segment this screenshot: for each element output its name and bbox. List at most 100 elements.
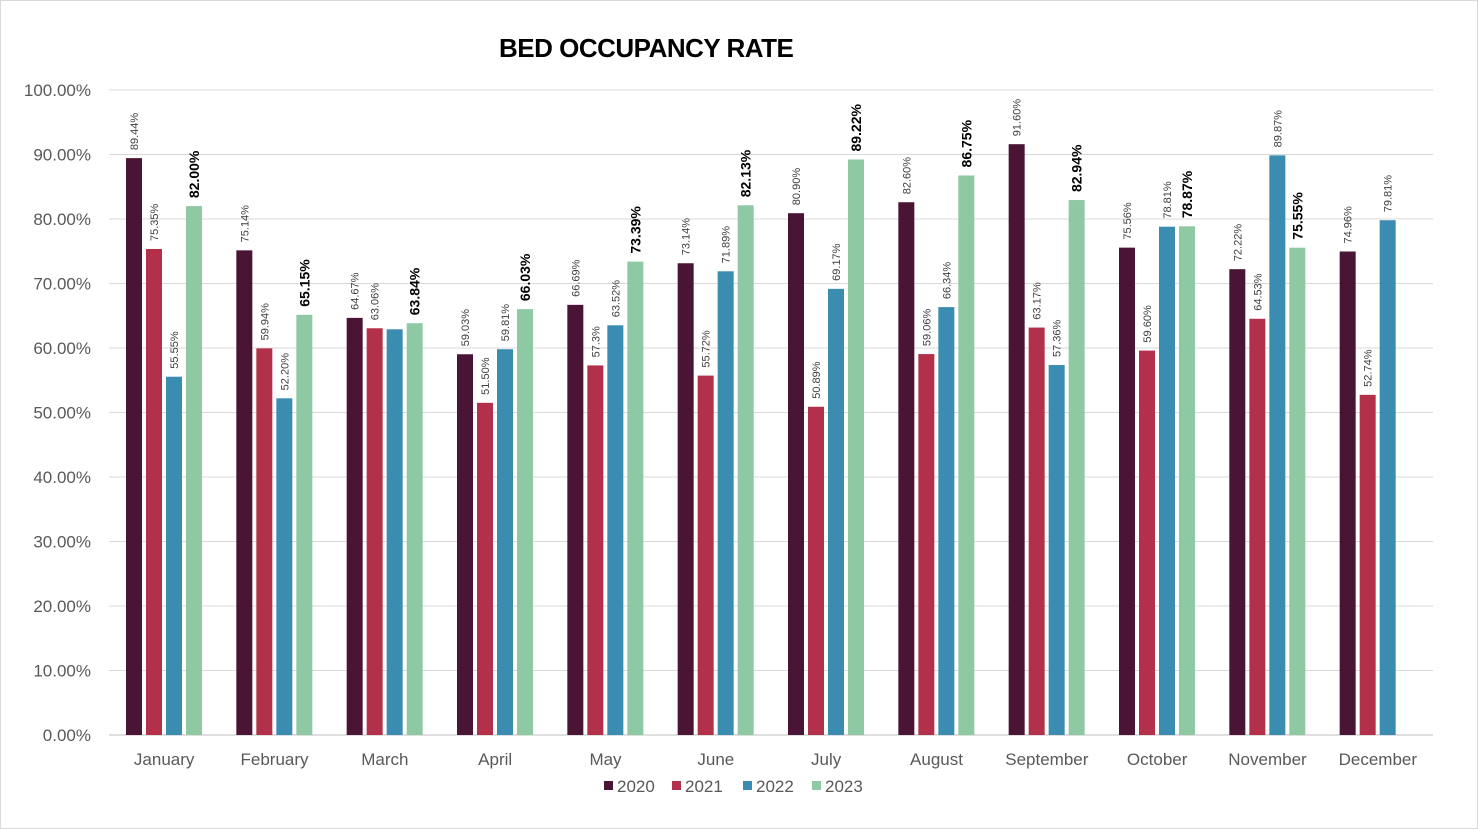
bar-2020-january — [126, 158, 142, 735]
bar-2023-october — [1179, 226, 1195, 735]
bar-2021-october — [1139, 350, 1155, 735]
data-label: 69.17% — [831, 243, 843, 281]
data-label: 55.72% — [701, 330, 713, 368]
bar-2020-february — [236, 250, 253, 736]
data-label: 82.00% — [186, 150, 202, 198]
bar-2020-april — [457, 354, 473, 735]
bar-2022-january — [166, 376, 182, 735]
bar-2021-january — [146, 248, 162, 735]
data-label: 63.17% — [1032, 282, 1044, 320]
data-label: 73.14% — [681, 218, 693, 256]
bar-2022-september — [1048, 365, 1065, 735]
data-label: 64.67% — [350, 272, 362, 310]
bar-2023-april — [517, 309, 533, 735]
x-tick-label: September — [1005, 750, 1088, 769]
data-label: 75.14% — [239, 205, 251, 243]
data-label: 63.06% — [370, 283, 382, 321]
bar-2020-august — [898, 202, 915, 736]
x-tick-label: April — [478, 750, 512, 769]
y-tick-label: 70.00% — [33, 275, 91, 294]
data-label: 89.87% — [1272, 110, 1284, 148]
data-label: 66.03% — [517, 253, 533, 301]
bar-2020-october — [1119, 247, 1135, 735]
data-label: 59.60% — [1142, 305, 1154, 343]
data-label: 75.56% — [1122, 202, 1134, 240]
bar-2021-february — [256, 348, 273, 735]
bar-2020-september — [1008, 144, 1025, 735]
y-tick-label: 10.00% — [33, 662, 91, 681]
data-label: 66.34% — [941, 262, 953, 300]
bar-2020-november — [1229, 269, 1246, 735]
x-tick-label: November — [1228, 750, 1307, 769]
bar-2022-may — [607, 325, 624, 735]
data-label: 86.75% — [958, 119, 974, 167]
data-label: 78.87% — [1179, 170, 1195, 218]
bar-2021-may — [587, 365, 604, 735]
bar-2022-march — [386, 329, 403, 735]
bar-2021-september — [1028, 327, 1045, 735]
data-label: 63.52% — [610, 280, 622, 318]
data-label: 65.15% — [296, 259, 312, 307]
data-label: 59.81% — [500, 304, 512, 342]
bar-2020-march — [346, 317, 363, 735]
y-tick-label: 80.00% — [33, 210, 91, 229]
y-tick-label: 40.00% — [33, 468, 91, 487]
data-label: 82.13% — [738, 149, 754, 197]
x-tick-label: June — [697, 750, 734, 769]
bar-2023-february — [296, 314, 313, 735]
data-label: 59.94% — [259, 303, 271, 341]
chart-title: BED OCCUPANCY RATE — [499, 33, 794, 63]
x-tick-label: January — [134, 750, 195, 769]
data-label: 52.20% — [279, 353, 291, 391]
legend-swatch-2021 — [672, 781, 681, 790]
bar-2023-august — [958, 175, 975, 735]
legend-swatch-2020 — [604, 781, 613, 790]
y-tick-label: 60.00% — [33, 339, 91, 358]
data-label: 57.3% — [590, 326, 602, 357]
y-tick-label: 30.00% — [33, 533, 91, 552]
bar-2021-june — [697, 375, 714, 735]
data-label: 82.94% — [1069, 144, 1085, 192]
data-label: 91.60% — [1012, 99, 1024, 137]
bar-2023-june — [737, 205, 754, 736]
data-label: 71.89% — [721, 226, 733, 264]
bar-2021-november — [1249, 318, 1266, 735]
x-tick-label: December — [1339, 750, 1418, 769]
bar-2020-december — [1339, 251, 1356, 735]
bar-2022-april — [497, 349, 513, 735]
bar-2023-september — [1068, 200, 1085, 736]
data-label: 74.96% — [1343, 206, 1355, 244]
x-tick-label: August — [910, 750, 963, 769]
bar-2021-july — [808, 406, 824, 735]
legend-label-2023: 2023 — [825, 777, 863, 796]
bar-2022-december — [1379, 220, 1396, 736]
bar-2021-december — [1359, 394, 1376, 735]
data-label: 57.36% — [1052, 320, 1064, 358]
x-tick-label: February — [240, 750, 309, 769]
bar-2023-november — [1289, 247, 1306, 735]
bar-2021-august — [918, 354, 935, 735]
legend-swatch-2023 — [812, 781, 821, 790]
bar-2022-august — [938, 307, 955, 735]
data-label: 75.55% — [1289, 192, 1305, 240]
bar-2020-may — [567, 304, 584, 735]
data-label: 79.81% — [1383, 175, 1395, 213]
bar-2022-june — [717, 271, 734, 735]
legend-label-2021: 2021 — [685, 777, 723, 796]
bar-2023-july — [848, 159, 864, 735]
data-label: 89.22% — [848, 103, 864, 151]
data-label: 52.74% — [1363, 349, 1375, 387]
bar-2022-october — [1159, 226, 1175, 735]
bar-2022-july — [828, 288, 844, 735]
bar-2021-march — [366, 328, 383, 735]
data-label: 59.03% — [460, 309, 472, 347]
data-label: 82.60% — [901, 157, 913, 195]
data-label: 72.22% — [1232, 224, 1244, 262]
data-label: 80.90% — [791, 168, 803, 206]
x-tick-label: October — [1127, 750, 1188, 769]
data-label: 78.81% — [1162, 181, 1174, 219]
bar-2020-july — [788, 213, 804, 735]
legend-label-2022: 2022 — [756, 777, 794, 796]
data-label: 75.35% — [149, 203, 161, 241]
